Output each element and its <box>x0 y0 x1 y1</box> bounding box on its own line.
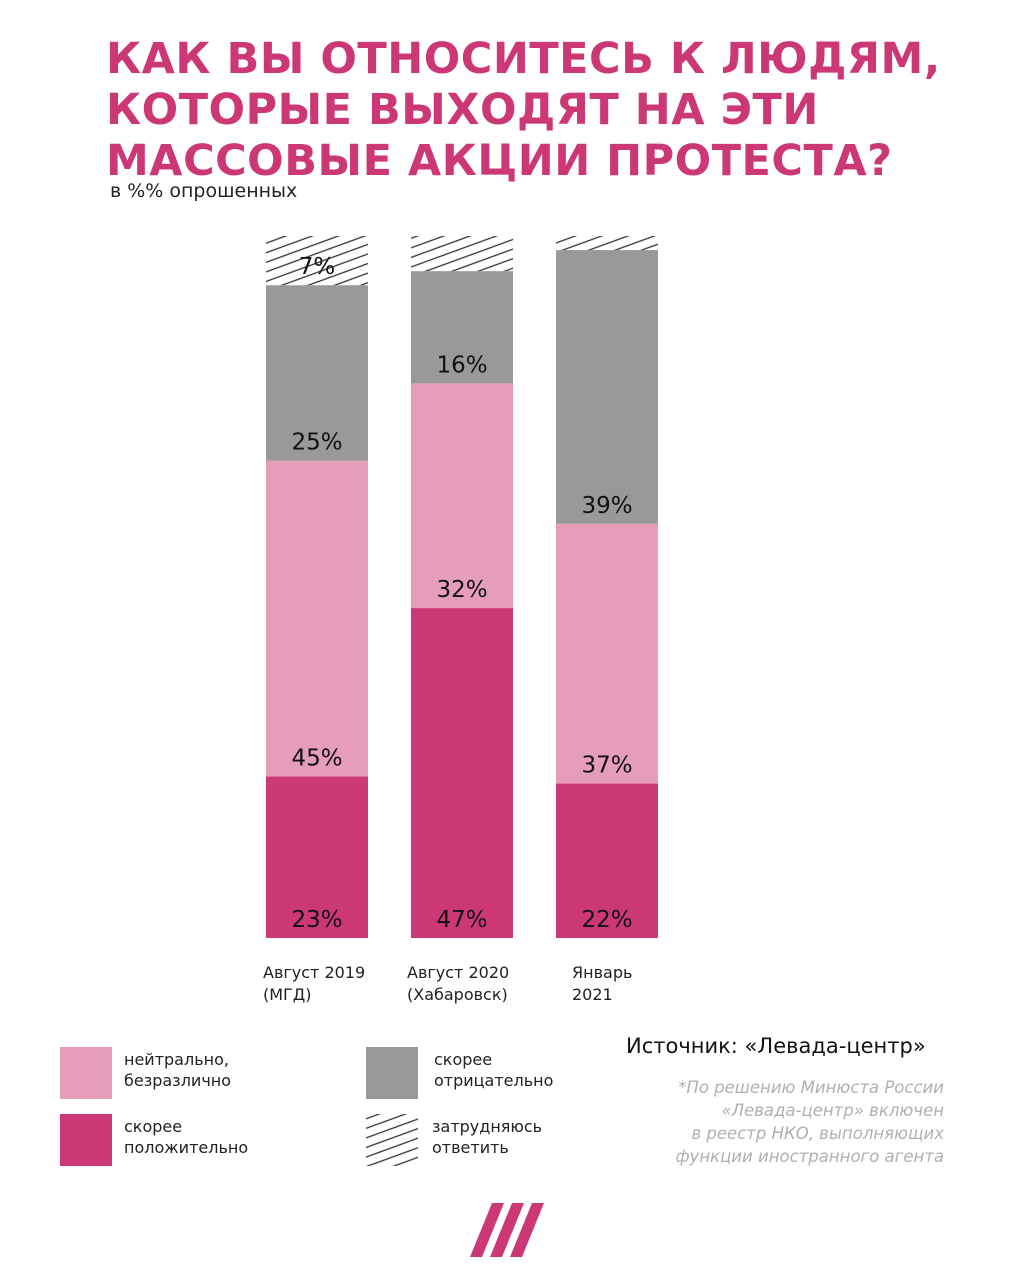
data-label-positive-jan-2021: 22% <box>581 907 632 933</box>
footnote-line: *По решению Минюста России <box>678 1078 944 1097</box>
legend-label-neutral: нейтрально, безразлично <box>124 1049 314 1091</box>
bar-segment-negative-aug-2020 <box>411 271 513 384</box>
legend-label-line: безразлично <box>124 1071 232 1090</box>
source-note: Источник: «Левада-центр» <box>626 1034 926 1058</box>
legend-label-negative: скорее отрицательно <box>434 1049 624 1091</box>
data-label-negative-jan-2021: 39% <box>581 493 632 519</box>
data-label-neutral-aug-2020: 32% <box>436 577 487 603</box>
legend-label-line: затрудняюсь <box>432 1117 543 1136</box>
legend-label-line: нейтрально, <box>124 1050 229 1069</box>
bar-segment-negative-aug-2019 <box>266 285 368 461</box>
category-label-line: (МГД) <box>263 985 312 1004</box>
data-label-dontknow-aug-2019: 7% <box>299 254 336 280</box>
dozhd-logo-icon <box>470 1203 544 1257</box>
footnote-line: в реестр НКО, выполняющих <box>691 1124 944 1143</box>
category-label-aug-2019: Август 2019 (МГД) <box>263 962 365 1006</box>
data-label-negative-aug-2020: 16% <box>436 352 487 378</box>
bar-segment-positive-aug-2019 <box>266 776 368 938</box>
title-line-3: МАССОВЫЕ АКЦИИ ПРОТЕСТА? <box>106 136 893 186</box>
category-label-line: Август 2019 <box>263 963 366 982</box>
legend-label-dontknow: затрудняюсь ответить <box>432 1116 622 1158</box>
category-label-line: 2021 <box>572 985 613 1004</box>
legend-label-line: отрицательно <box>434 1071 554 1090</box>
bar-segment-positive-aug-2020 <box>411 608 513 938</box>
bar-segment-negative-jan-2021 <box>556 250 658 524</box>
category-label-line: Август 2020 <box>407 963 510 982</box>
footnote: *По решению Минюста России «Левада-центр… <box>604 1076 944 1168</box>
chart-title: КАК ВЫ ОТНОСИТЕСЬ К ЛЮДЯМ, КОТОРЫЕ ВЫХОД… <box>106 34 986 187</box>
legend-swatch-positive <box>60 1114 112 1166</box>
legend-label-line: положительно <box>124 1138 249 1157</box>
legend-swatch-neutral <box>60 1047 112 1099</box>
legend-swatch-negative <box>366 1047 418 1099</box>
data-label-positive-aug-2020: 47% <box>436 907 487 933</box>
data-label-positive-aug-2019: 23% <box>291 907 342 933</box>
data-label-neutral-jan-2021: 37% <box>581 753 632 779</box>
chart-subtitle: в %% опрошенных <box>110 180 298 202</box>
footnote-line: функции иностранного агента <box>675 1147 944 1166</box>
legend-label-line: скорее <box>434 1050 493 1069</box>
footnote-line: «Левада-центр» включен <box>721 1101 944 1120</box>
bar-segment-positive-jan-2021 <box>556 783 658 938</box>
category-label-line: Январь <box>572 963 633 982</box>
legend-swatch-hatched <box>366 1114 418 1166</box>
bar-segment-neutral-aug-2019 <box>266 460 368 777</box>
legend-label-line: ответить <box>432 1138 509 1157</box>
bar-segment-dontknow-jan-2021 <box>556 236 658 251</box>
bar-segment-neutral-jan-2021 <box>556 523 658 784</box>
legend-label-positive: скорее положительно <box>124 1116 314 1158</box>
title-line-2: КОТОРЫЕ ВЫХОДЯТ НА ЭТИ <box>106 85 819 135</box>
bar-segment-neutral-aug-2020 <box>411 383 513 609</box>
data-label-neutral-aug-2019: 45% <box>291 746 342 772</box>
bar-segment-dontknow-aug-2020 <box>411 236 513 272</box>
category-label-line: (Хабаровск) <box>407 985 508 1004</box>
category-label-aug-2020: Август 2020 (Хабаровск) <box>407 962 509 1006</box>
bar-segment-dontknow-aug-2019 <box>266 236 368 286</box>
category-label-jan-2021: Январь 2021 <box>572 962 632 1006</box>
legend-label-line: скорее <box>124 1117 183 1136</box>
title-line-1: КАК ВЫ ОТНОСИТЕСЬ К ЛЮДЯМ, <box>106 34 941 84</box>
data-label-negative-aug-2019: 25% <box>291 430 342 456</box>
